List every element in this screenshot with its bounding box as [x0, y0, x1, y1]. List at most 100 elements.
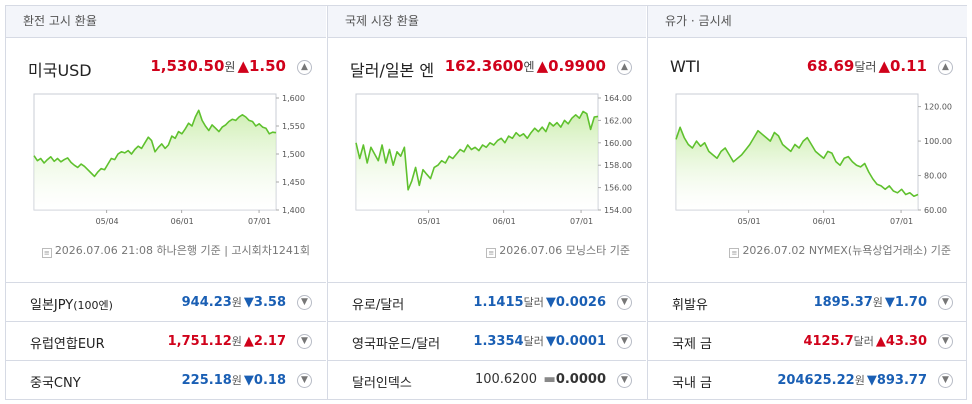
document-icon: ≡	[41, 248, 52, 258]
main-rate-name[interactable]: WTI	[670, 57, 701, 76]
source-text: 2026.07.06 모닝스타 기준	[499, 244, 630, 257]
item-name-text: 달러인덱스	[352, 376, 412, 391]
list-item[interactable]: 유럽연합EUR 1,751.12원 ▲2.17 ▼	[6, 321, 326, 360]
exchange-rate-widget: 환전 고시 환율 미국USD 1,530.50원 ▲1.50 ▲ 1,600 1,5…	[5, 5, 967, 400]
source-info: ≡ 2026.07.06 모닝스타 기준	[486, 242, 630, 258]
item-change: 893.77	[876, 373, 927, 388]
chevron-down-icon[interactable]: ▼	[617, 373, 632, 388]
y-tick-label: 158.00	[604, 161, 632, 170]
y-tick-label: 160.00	[604, 139, 632, 148]
main-rate-value-group: 68.69달러 ▲0.11	[807, 57, 927, 75]
item-value-group: 1895.37원 ▼1.70	[814, 294, 927, 310]
item-change: 3.58	[253, 295, 286, 310]
main-rate-value: 162.3600	[444, 57, 524, 75]
item-value: 1,751.12	[167, 334, 232, 349]
series-line	[675, 126, 919, 197]
item-name-text: 유로/달러	[352, 298, 405, 313]
change-arrow-icon: ▲	[878, 57, 890, 75]
wti-chart-svg: 120.00 100.00 80.00 60.00 05/01 06/01 07/01	[675, 93, 952, 226]
rate-chart: 164.00 162.00 160.00 158.00 156.00 154.00 05/0…	[328, 88, 647, 238]
item-name: 일본JPY(100엔)	[30, 294, 113, 313]
chevron-up-icon[interactable]: ▲	[617, 60, 632, 75]
list-item[interactable]: 영국파운드/달러 1.3354달러 ▼0.0001 ▼	[328, 321, 646, 360]
y-tick-label: 80.00	[924, 172, 947, 181]
item-unit: 달러	[523, 296, 544, 309]
x-tick-label: 06/01	[813, 217, 836, 226]
main-rate-unit: 달러	[854, 60, 877, 74]
change-arrow-icon: ▼	[243, 295, 254, 310]
item-name-suffix: (100엔)	[73, 299, 113, 312]
x-tick-label: 06/01	[493, 217, 516, 226]
item-name-text: 유럽연합EUR	[30, 337, 105, 352]
item-change: 0.18	[253, 373, 286, 388]
chevron-down-icon[interactable]: ▼	[297, 373, 312, 388]
item-name: 달러인덱스	[352, 372, 412, 391]
main-rate-value-group: 1,530.50원 ▲1.50	[150, 57, 286, 75]
main-rate-name[interactable]: 달러/일본 엔	[350, 61, 435, 80]
y-tick-label: 164.00	[604, 94, 632, 103]
main-rate-name[interactable]: 미국USD	[28, 61, 92, 80]
item-value: 1895.37	[813, 295, 873, 310]
chevron-down-icon[interactable]: ▼	[617, 295, 632, 310]
item-value-group: 4125.7달러 ▲43.30	[803, 333, 927, 349]
source-info: ≡ 2026.07.06 21:08 하나은행 기준 | 고시회차1241회	[41, 242, 310, 258]
change-arrow-icon: ▼	[545, 295, 556, 310]
item-change: 2.17	[253, 334, 286, 349]
item-unit: 달러	[853, 335, 874, 348]
item-unit: 원	[231, 374, 242, 387]
column-header[interactable]: 환전 고시 환율	[6, 6, 326, 38]
y-tick-label: 162.00	[604, 116, 632, 125]
item-name: 유로/달러	[352, 294, 404, 313]
item-name: 국내 금	[672, 372, 712, 391]
chevron-down-icon[interactable]: ▼	[938, 334, 953, 349]
column-exchange-notice: 환전 고시 환율 미국USD 1,530.50원 ▲1.50 ▲ 1,600 1,5…	[6, 6, 326, 399]
list-item[interactable]: 달러인덱스 100.6200 ▬0.0000 ▼	[328, 360, 646, 399]
column-header[interactable]: 국제 시장 환율	[328, 6, 646, 38]
chevron-up-icon[interactable]: ▲	[297, 60, 312, 75]
item-unit: 원	[872, 296, 883, 309]
chevron-down-icon[interactable]: ▼	[297, 334, 312, 349]
change-arrow-icon: ▬	[543, 372, 556, 387]
chevron-down-icon[interactable]: ▼	[617, 334, 632, 349]
jpy-chart-svg: 164.00 162.00 160.00 158.00 156.00 154.00 05/0…	[355, 93, 632, 226]
y-tick-label: 120.00	[924, 103, 952, 112]
series-area	[34, 110, 276, 210]
list-item[interactable]: 국제 금 4125.7달러 ▲43.30 ▼	[648, 321, 967, 360]
y-tick-label: 100.00	[924, 137, 952, 146]
chevron-down-icon[interactable]: ▼	[938, 373, 953, 388]
x-tick-label: 06/01	[171, 217, 194, 226]
change-arrow-icon: ▲	[875, 334, 886, 349]
item-value-group: 944.23원 ▼3.58	[182, 294, 286, 310]
y-tick-label: 1,400	[282, 206, 305, 215]
chevron-down-icon[interactable]: ▼	[297, 295, 312, 310]
chevron-up-icon[interactable]: ▲	[938, 60, 953, 75]
list-item[interactable]: 일본JPY(100엔) 944.23원 ▼3.58 ▼	[6, 282, 326, 321]
series-area	[356, 111, 598, 210]
chevron-down-icon[interactable]: ▼	[938, 295, 953, 310]
rate-chart: 120.00 100.00 80.00 60.00 05/01 06/01 07/01	[648, 88, 968, 238]
change-arrow-icon: ▼	[545, 334, 556, 349]
rate-list: 유로/달러 1.1415달러 ▼0.0026 ▼ 영국파운드/달러 1.3354달…	[328, 282, 646, 399]
rate-list: 휘발유 1895.37원 ▼1.70 ▼ 국제 금 4125.7달러 ▲43.30 …	[648, 282, 967, 399]
item-value: 1.3354	[473, 334, 524, 349]
main-rate-value-group: 162.3600엔 ▲0.9900	[445, 57, 606, 75]
series-line	[33, 109, 277, 178]
change-arrow-icon: ▼	[243, 373, 254, 388]
main-rate-change: 1.50	[248, 57, 286, 75]
item-value: 100.6200	[474, 372, 537, 387]
source-text: 2026.07.02 NYMEX(뉴욕상업거래소) 기준	[742, 244, 951, 257]
item-unit: 원	[231, 335, 242, 348]
x-tick-label: 07/01	[890, 217, 913, 226]
list-item[interactable]: 중국CNY 225.18원 ▼0.18 ▼	[6, 360, 326, 399]
item-change: 0.0001	[555, 334, 606, 349]
item-value-group: 100.6200 ▬0.0000	[475, 372, 606, 387]
list-item[interactable]: 휘발유 1895.37원 ▼1.70 ▼	[648, 282, 967, 321]
main-rate-unit: 원	[224, 60, 236, 74]
list-item[interactable]: 국내 금 204625.22원 ▼893.77 ▼	[648, 360, 967, 399]
column-oil-gold: 유가 · 금시세 WTI 68.69달러 ▲0.11 ▲ 120.00 100.00…	[647, 6, 967, 399]
item-change: 1.70	[894, 295, 927, 310]
column-header[interactable]: 유가 · 금시세	[648, 6, 967, 38]
list-item[interactable]: 유로/달러 1.1415달러 ▼0.0026 ▼	[328, 282, 646, 321]
item-value-group: 1.3354달러 ▼0.0001	[473, 333, 606, 349]
item-name-text: 휘발유	[672, 298, 708, 313]
